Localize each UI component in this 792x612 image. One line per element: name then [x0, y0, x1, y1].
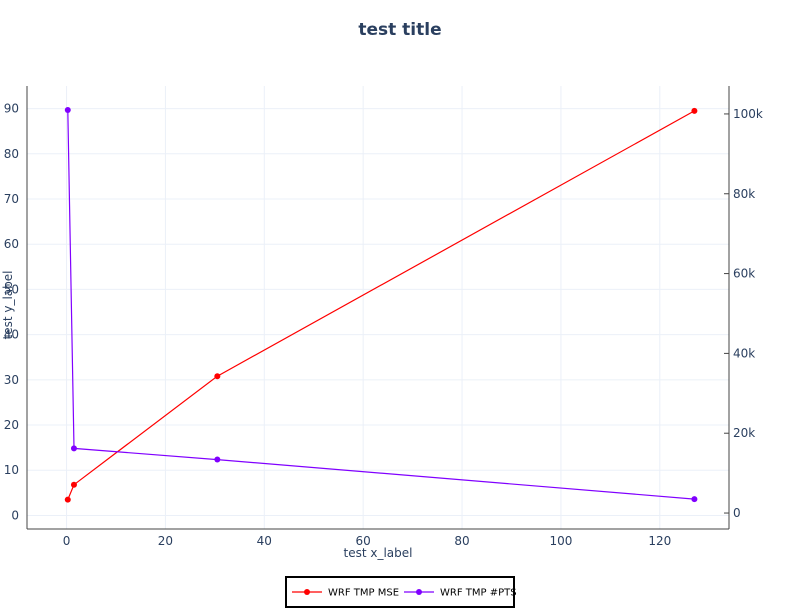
- plot-area[interactable]: [64, 106, 698, 503]
- series-line-2: [67, 109, 695, 500]
- chart-title: test title: [358, 20, 441, 40]
- data-point[interactable]: [64, 106, 71, 113]
- legend-item[interactable]: WRF TMP MSE: [292, 588, 399, 599]
- series-line-1: [67, 110, 695, 500]
- y-tick-label: 10: [4, 463, 19, 477]
- data-point[interactable]: [691, 496, 698, 503]
- y-tick-label: 0: [11, 508, 19, 522]
- y-tick-label: 30: [4, 373, 19, 387]
- legend[interactable]: WRF TMP MSE WRF TMP #PTS: [285, 576, 517, 608]
- x-tick-label: 80: [454, 534, 469, 548]
- y2-tick-label: 40k: [733, 346, 755, 360]
- y2-tick-label: 100k: [733, 107, 763, 121]
- y-axis-label: test y_label: [1, 271, 15, 340]
- y2-tick-label: 0: [733, 506, 741, 520]
- x-tick-label: 40: [257, 534, 272, 548]
- legend-label: WRF TMP MSE: [328, 588, 399, 599]
- y-tick-label: 40: [4, 328, 19, 342]
- x-tick-label: 120: [648, 534, 671, 548]
- data-point[interactable]: [691, 107, 698, 114]
- legend-box: [285, 576, 515, 608]
- y-tick-label: 90: [4, 102, 19, 116]
- y2-tick-label: 80k: [733, 187, 755, 201]
- y-tick-label: 50: [4, 282, 19, 296]
- x-tick-label: 60: [356, 534, 371, 548]
- y-tick-label: 20: [4, 418, 19, 432]
- y-tick-label: 80: [4, 147, 19, 161]
- data-point[interactable]: [70, 481, 77, 488]
- y-tick-label: 60: [4, 237, 19, 251]
- x-axis-label: test x_label: [344, 546, 413, 560]
- data-point[interactable]: [214, 456, 221, 463]
- y2-tick-label: 20k: [733, 426, 755, 440]
- grid: [27, 86, 729, 529]
- data-point[interactable]: [70, 445, 77, 452]
- legend-label: WRF TMP #PTS: [440, 588, 517, 599]
- legend-swatch-marker: [304, 589, 310, 595]
- y-tick-label: 70: [4, 192, 19, 206]
- legend-item[interactable]: WRF TMP #PTS: [404, 588, 517, 599]
- x-tick-label: 100: [549, 534, 572, 548]
- y2-tick-label: 60k: [733, 267, 755, 281]
- axes: 0 20 40 60 80 100 120 0 10 20 30 40 50 60 70 80 90 0 20k 40…: [4, 86, 763, 548]
- data-point[interactable]: [64, 496, 71, 503]
- data-point[interactable]: [214, 373, 221, 380]
- x-tick-label: 0: [63, 534, 71, 548]
- legend-swatch-marker: [416, 589, 422, 595]
- x-tick-label: 20: [158, 534, 173, 548]
